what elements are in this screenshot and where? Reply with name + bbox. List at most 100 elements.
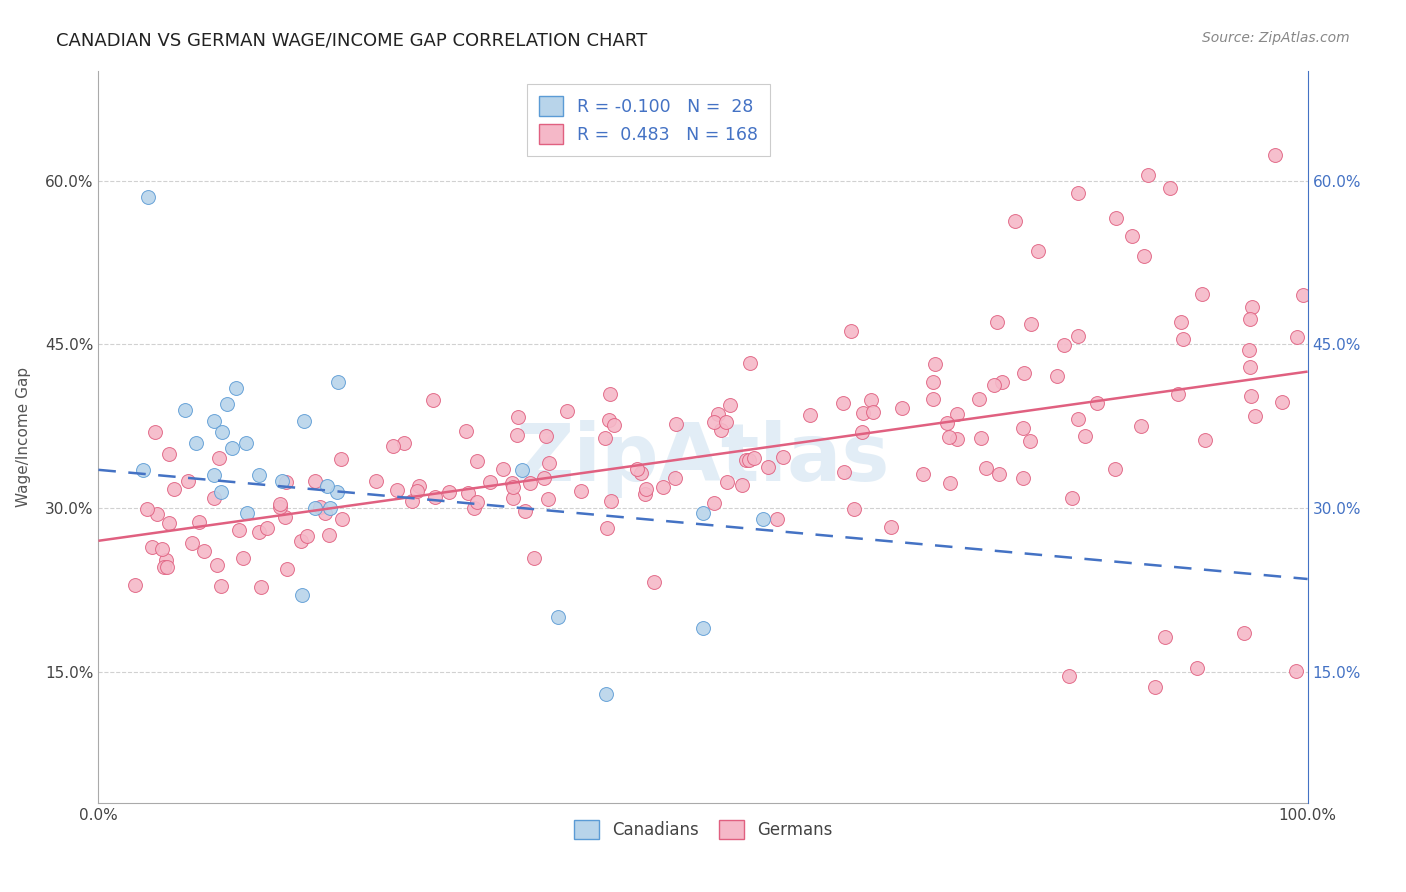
Point — [703, 496, 725, 510]
Point — [636, 482, 658, 496]
Point — [600, 493, 623, 508]
Point — [936, 416, 959, 430]
Point — [510, 463, 533, 477]
Point — [155, 553, 177, 567]
Point — [799, 408, 821, 422]
Point — [1292, 288, 1315, 302]
Point — [772, 450, 794, 464]
Point — [236, 507, 259, 521]
Point — [250, 580, 273, 594]
Point — [862, 405, 884, 419]
Point — [385, 483, 408, 497]
Point — [1137, 168, 1160, 182]
Point — [1240, 301, 1263, 315]
Point — [124, 578, 146, 592]
Point — [1130, 419, 1153, 434]
Point — [157, 447, 180, 461]
Point — [221, 441, 243, 455]
Point — [513, 503, 536, 517]
Point — [276, 562, 298, 576]
Point — [738, 453, 761, 467]
Point — [506, 428, 529, 442]
Point — [318, 527, 340, 541]
Point — [202, 468, 225, 483]
Point — [366, 475, 388, 489]
Point — [1104, 462, 1126, 476]
Point — [228, 523, 250, 537]
Point — [1173, 332, 1195, 346]
Point — [157, 516, 180, 530]
Point — [839, 324, 862, 338]
Point — [156, 560, 179, 574]
Point — [153, 560, 176, 574]
Point — [1233, 625, 1256, 640]
Point — [225, 381, 247, 395]
Point — [332, 512, 354, 526]
Point — [304, 501, 326, 516]
Point — [152, 542, 174, 557]
Point — [202, 414, 225, 428]
Point — [492, 462, 515, 476]
Point — [1271, 394, 1294, 409]
Point — [986, 315, 1008, 329]
Point — [1019, 434, 1042, 449]
Point — [1185, 661, 1208, 675]
Point — [651, 480, 673, 494]
Point — [1239, 359, 1261, 374]
Point — [555, 404, 578, 418]
Point — [1133, 249, 1156, 263]
Point — [626, 461, 648, 475]
Point — [136, 502, 159, 516]
Point — [437, 485, 460, 500]
Point — [634, 487, 657, 501]
Point — [423, 491, 446, 505]
Point — [534, 429, 557, 443]
Point — [523, 550, 546, 565]
Point — [924, 357, 946, 371]
Point — [394, 435, 416, 450]
Point — [146, 507, 169, 521]
Point — [188, 515, 211, 529]
Point — [1046, 368, 1069, 383]
Point — [1104, 211, 1126, 225]
Point — [465, 495, 488, 509]
Point — [295, 528, 318, 542]
Point — [758, 460, 780, 475]
Point — [247, 468, 270, 483]
Point — [1191, 287, 1213, 301]
Point — [1057, 668, 1080, 682]
Point — [1244, 409, 1267, 423]
Point — [1239, 311, 1261, 326]
Point — [326, 484, 349, 499]
Point — [1053, 338, 1076, 352]
Point — [970, 430, 993, 444]
Point — [703, 415, 725, 429]
Point — [880, 520, 903, 534]
Point — [269, 500, 291, 515]
Point — [1170, 315, 1192, 329]
Point — [270, 474, 292, 488]
Point — [163, 482, 186, 496]
Point — [890, 401, 912, 415]
Point — [598, 413, 620, 427]
Point — [630, 467, 652, 481]
Point — [193, 543, 215, 558]
Point — [1194, 433, 1216, 447]
Point — [692, 507, 714, 521]
Point — [465, 453, 488, 467]
Point — [1144, 680, 1167, 694]
Point — [938, 430, 960, 444]
Point — [1067, 412, 1090, 426]
Point — [1121, 228, 1143, 243]
Point — [256, 521, 278, 535]
Point — [308, 500, 330, 515]
Point — [202, 491, 225, 505]
Point — [731, 478, 754, 492]
Point — [501, 475, 523, 490]
Point — [274, 475, 297, 489]
Legend: Canadians, Germans: Canadians, Germans — [567, 814, 839, 846]
Point — [707, 407, 730, 421]
Point — [742, 450, 765, 465]
Point — [912, 467, 935, 481]
Point — [832, 465, 855, 479]
